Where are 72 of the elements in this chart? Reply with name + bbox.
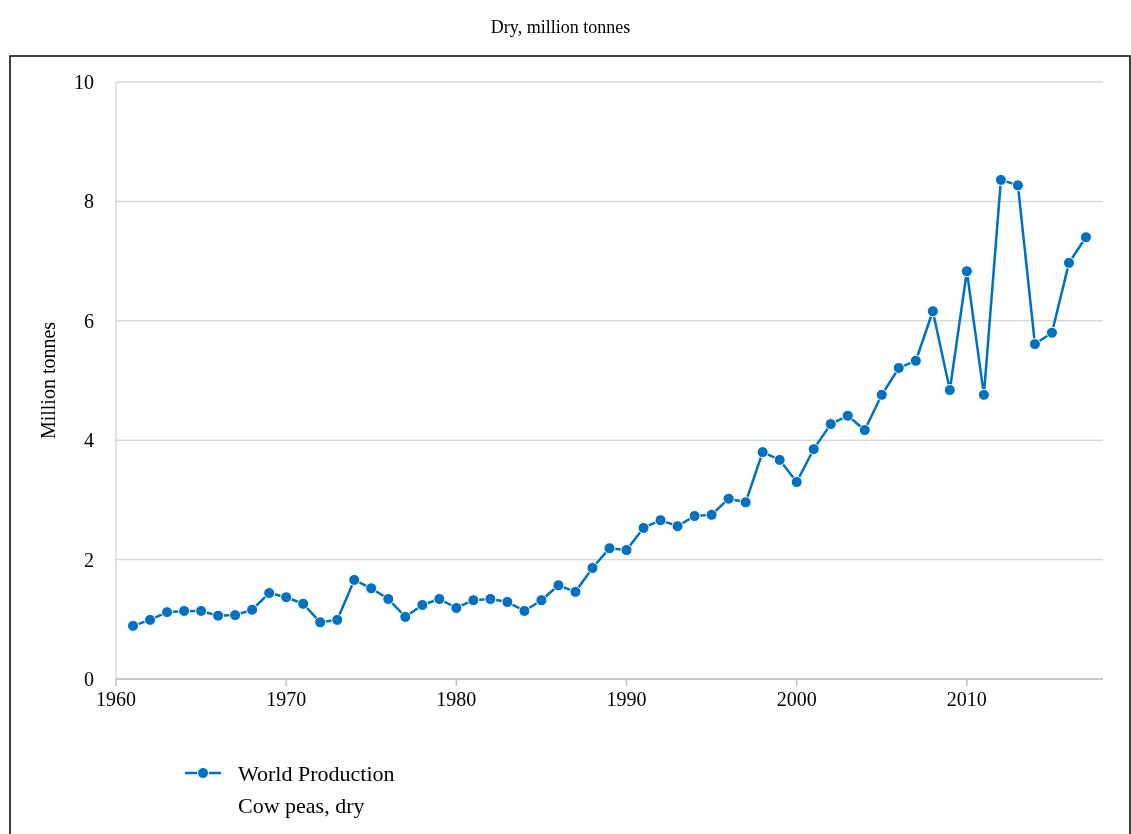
point	[263, 587, 276, 600]
point	[314, 616, 327, 629]
point	[195, 604, 208, 617]
point	[773, 453, 786, 466]
y-tick-label: 0	[84, 668, 94, 690]
point	[994, 173, 1007, 186]
x-tick-label: 1980	[436, 688, 477, 710]
point	[127, 619, 140, 632]
point	[926, 305, 939, 318]
point	[909, 354, 922, 367]
point	[739, 496, 752, 509]
point	[161, 606, 174, 619]
y-tick-label: 4	[84, 429, 94, 452]
point	[875, 388, 888, 401]
point	[331, 613, 344, 626]
point	[501, 595, 514, 608]
point	[705, 508, 718, 521]
point	[807, 443, 820, 456]
point	[824, 418, 837, 431]
point	[365, 582, 378, 595]
point	[620, 544, 633, 557]
point	[1062, 256, 1075, 269]
point	[756, 446, 769, 459]
x-tick-label: 2000	[776, 688, 817, 710]
point	[943, 384, 956, 397]
point	[467, 594, 480, 607]
point	[1011, 179, 1024, 192]
point	[518, 604, 531, 617]
point	[960, 265, 973, 278]
point	[790, 475, 803, 488]
point	[297, 597, 310, 610]
x-tick-label: 2010	[946, 688, 987, 710]
point	[229, 609, 242, 622]
point	[671, 520, 684, 533]
legend-label: World Production Cow peas, dry	[238, 761, 395, 818]
point	[416, 598, 429, 611]
point	[178, 604, 191, 617]
point	[841, 409, 854, 422]
point	[433, 593, 446, 605]
y-tick-label: 2	[84, 548, 94, 571]
point	[246, 603, 259, 616]
point	[382, 593, 395, 605]
x-tick-label: 1970	[266, 688, 307, 710]
y-tick-label: 10	[74, 71, 94, 93]
point	[858, 424, 871, 437]
point	[722, 492, 735, 505]
point	[1045, 326, 1058, 339]
point	[484, 593, 497, 605]
point	[348, 573, 361, 586]
x-tick-label: 1960	[96, 688, 136, 710]
chart-title: Dry, million tonnes	[490, 17, 631, 37]
point	[1079, 231, 1092, 244]
point	[603, 542, 616, 555]
point	[280, 591, 293, 604]
y-axis-title: Million tonnes	[37, 321, 59, 440]
x-tick-label: 1990	[606, 688, 647, 710]
point	[654, 514, 667, 527]
y-tick-label: 8	[84, 190, 94, 213]
point	[212, 609, 225, 622]
point	[450, 601, 463, 614]
point	[637, 521, 650, 534]
point	[399, 610, 412, 623]
point	[569, 585, 582, 598]
point	[1028, 338, 1041, 351]
point	[688, 510, 701, 523]
point	[586, 561, 599, 574]
point	[552, 579, 565, 592]
point	[144, 613, 157, 626]
y-tick-label: 6	[84, 309, 94, 332]
point	[892, 361, 905, 374]
point	[977, 388, 990, 401]
point	[535, 594, 548, 607]
